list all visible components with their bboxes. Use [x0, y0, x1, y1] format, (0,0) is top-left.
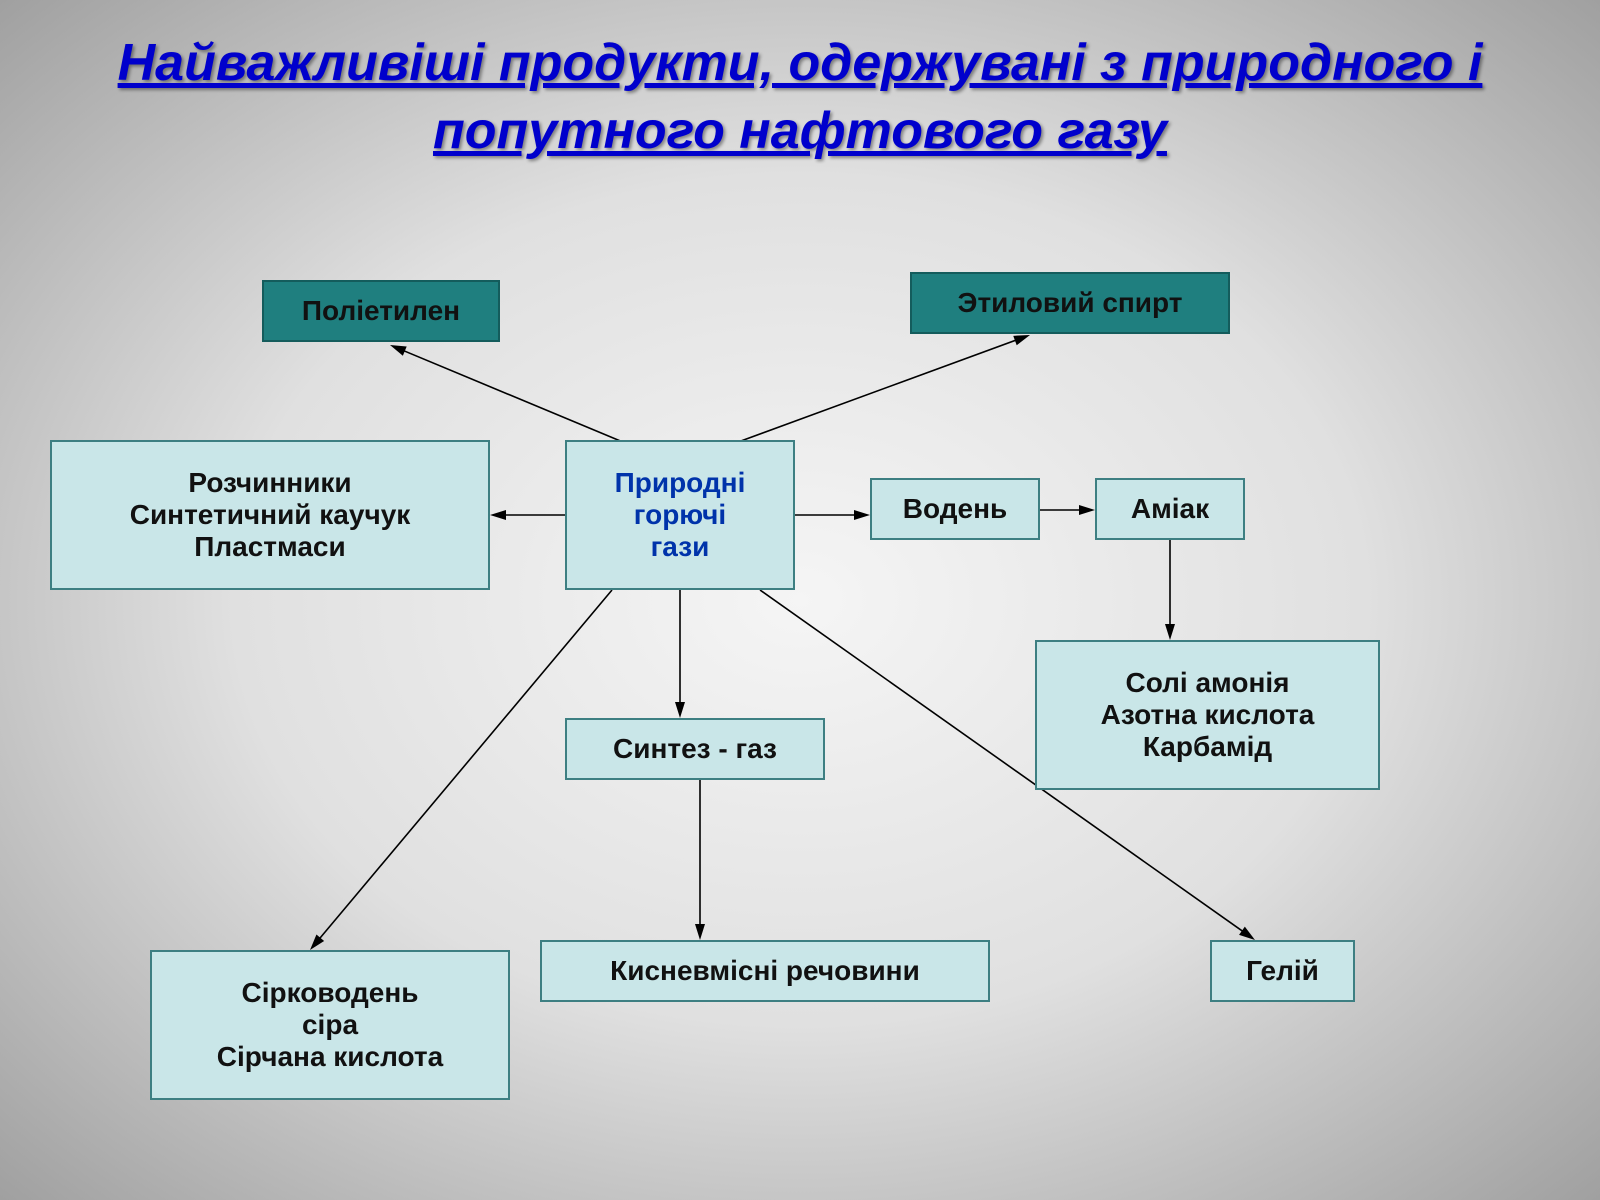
node-solv-line: Розчинники — [188, 467, 351, 499]
node-synth: Синтез - газ — [565, 718, 825, 780]
node-sirka: СірководеньсіраСірчана кислота — [150, 950, 510, 1100]
node-solv-line: Синтетичний каучук — [130, 499, 411, 531]
node-ethanol: Этиловий спирт — [910, 272, 1230, 334]
node-center: Природнігорючігази — [565, 440, 795, 590]
node-sirka-line: Сірководень — [242, 977, 419, 1009]
node-amiak: Аміак — [1095, 478, 1245, 540]
node-soli-line: Карбамід — [1143, 731, 1272, 763]
node-soli: Солі амоніяАзотна кислотаКарбамід — [1035, 640, 1380, 790]
node-sirka-line: Сірчана кислота — [217, 1041, 443, 1073]
node-sirka-line: сіра — [302, 1009, 358, 1041]
node-center-line: горючі — [634, 499, 726, 531]
node-voden-line: Водень — [903, 493, 1007, 525]
node-voden: Водень — [870, 478, 1040, 540]
node-poly-line: Поліетилен — [302, 295, 460, 327]
node-soli-line: Азотна кислота — [1101, 699, 1315, 731]
node-synth-line: Синтез - газ — [613, 733, 777, 765]
node-kysn-line: Кисневмісні речовини — [610, 955, 920, 987]
node-center-line: Природні — [615, 467, 746, 499]
node-amiak-line: Аміак — [1131, 493, 1209, 525]
node-heliy: Гелій — [1210, 940, 1355, 1002]
node-heliy-line: Гелій — [1246, 955, 1319, 987]
node-kysn: Кисневмісні речовини — [540, 940, 990, 1002]
node-ethanol-line: Этиловий спирт — [958, 287, 1183, 319]
page-title: Найважливіші продукти, одержувані з прир… — [0, 0, 1600, 185]
node-solv-line: Пластмаси — [194, 531, 345, 563]
node-soli-line: Солі амонія — [1125, 667, 1289, 699]
node-solv: РозчинникиСинтетичний каучукПластмаси — [50, 440, 490, 590]
node-poly: Поліетилен — [262, 280, 500, 342]
node-center-line: гази — [651, 531, 710, 563]
